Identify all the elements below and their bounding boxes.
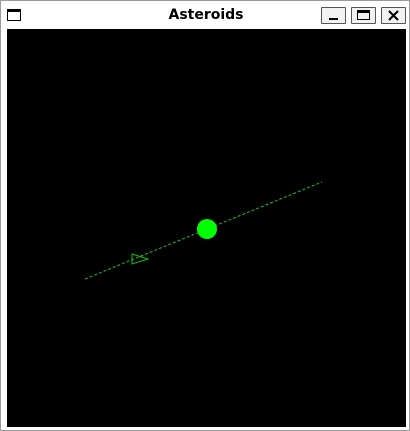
close-icon — [388, 10, 399, 21]
maximize-icon — [357, 10, 370, 20]
close-button[interactable] — [381, 7, 406, 24]
game-scene — [84, 181, 323, 280]
laser-trail — [84, 181, 323, 280]
window-title: Asteroids — [168, 7, 244, 23]
minimize-icon — [329, 18, 338, 20]
window-menu-icon[interactable] — [7, 9, 21, 21]
title-bar[interactable]: Asteroids — [1, 1, 409, 29]
minimize-button[interactable] — [321, 7, 346, 24]
maximize-button[interactable] — [351, 7, 376, 24]
asteroid — [197, 219, 217, 239]
game-canvas[interactable] — [7, 29, 406, 427]
ship — [131, 253, 150, 265]
